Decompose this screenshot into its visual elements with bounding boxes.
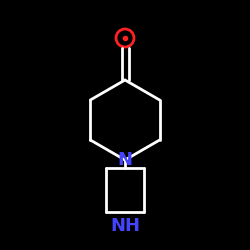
Text: NH: NH (110, 217, 140, 235)
Text: N: N (118, 151, 132, 169)
